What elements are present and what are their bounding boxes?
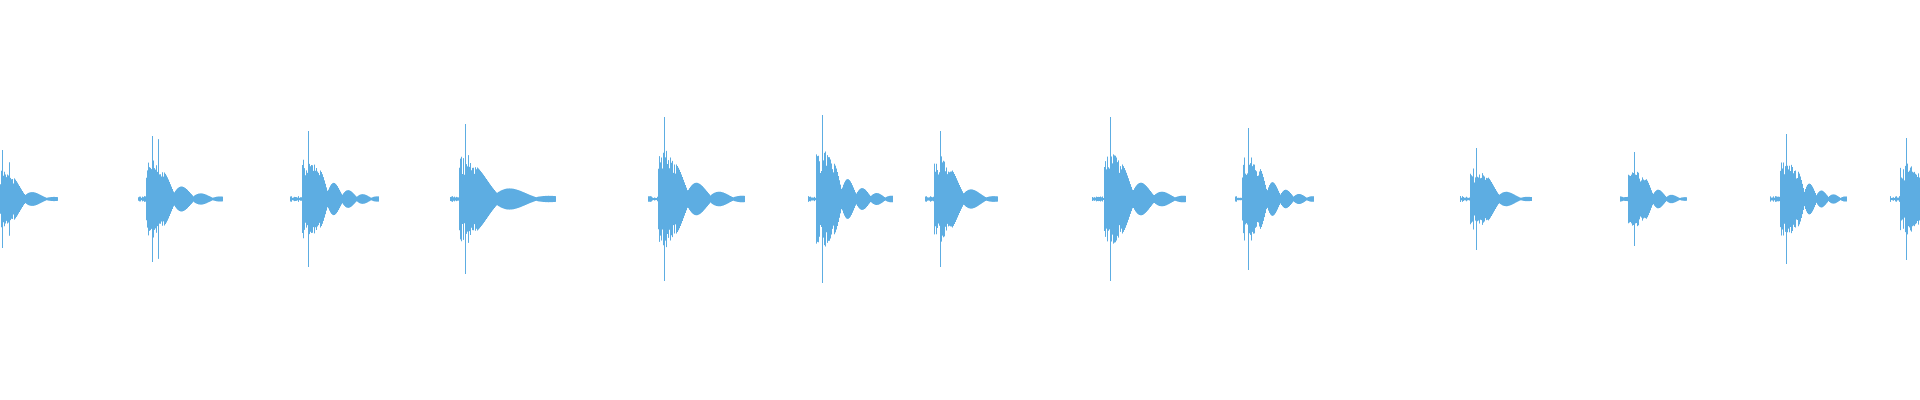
waveform-burst: [138, 136, 223, 262]
waveform-burst: [450, 124, 556, 274]
waveform-burst: [0, 150, 58, 248]
waveform-burst: [1890, 138, 1920, 260]
waveform-burst: [290, 131, 379, 267]
waveform-burst: [1620, 152, 1687, 246]
waveform-burst: [648, 117, 745, 281]
waveform-burst: [925, 131, 998, 267]
waveform-burst: [1092, 117, 1186, 281]
waveform-burst: [1460, 148, 1532, 250]
waveform-burst: [808, 115, 893, 283]
waveform-burst: [1235, 128, 1314, 270]
waveform-burst: [1770, 134, 1847, 264]
